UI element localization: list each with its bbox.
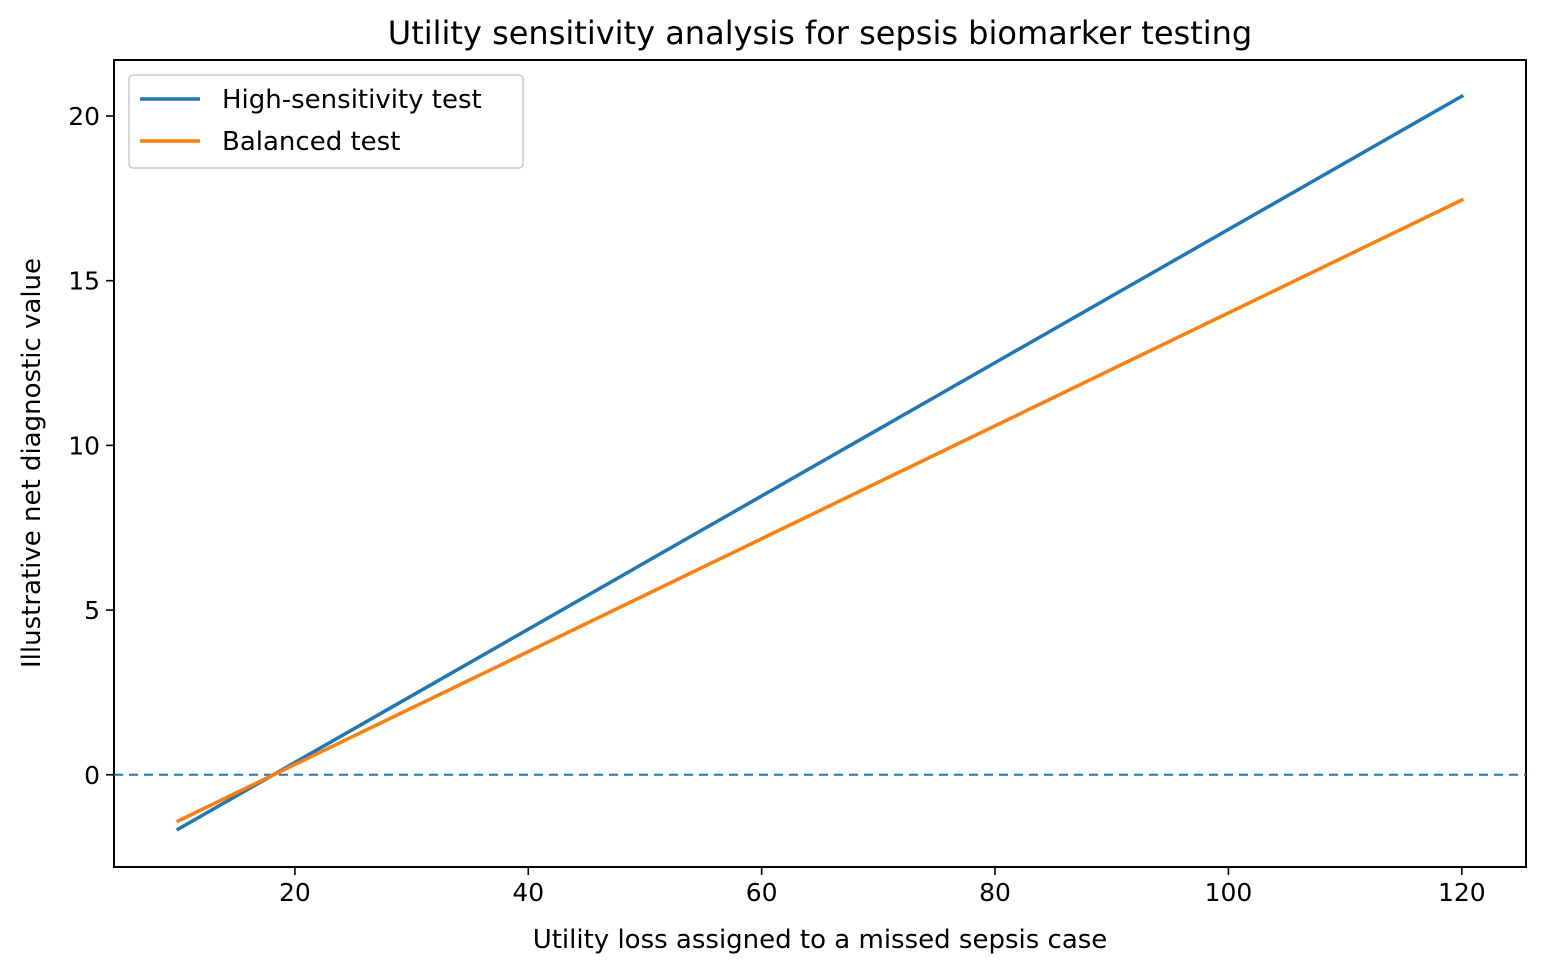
x-axis-label: Utility loss assigned to a missed sepsis… <box>533 925 1108 955</box>
legend-items: High-sensitivity test Balanced test <box>140 85 482 157</box>
legend-box <box>128 74 524 169</box>
legend: High-sensitivity test Balanced test <box>128 74 524 169</box>
series-layer <box>175 93 1465 832</box>
x-tick-label: 120 <box>1438 878 1486 907</box>
y-tick-label: 20 <box>68 102 100 131</box>
x-tick-label: 60 <box>746 878 778 907</box>
x-tick-label: 100 <box>1205 878 1253 907</box>
series-line-balanced <box>175 197 1465 824</box>
x-tick-label: 80 <box>979 878 1011 907</box>
chart-title: Utility sensitivity analysis for sepsis … <box>388 14 1252 52</box>
y-tick-label: 5 <box>84 596 100 625</box>
series-line-high-sensitivity <box>175 93 1465 832</box>
y-tick-label: 15 <box>68 267 100 296</box>
y-tick-label: 0 <box>84 761 100 790</box>
legend-label: High-sensitivity test <box>222 85 482 115</box>
x-tick-label: 20 <box>279 878 311 907</box>
y-tick-label: 10 <box>68 431 100 460</box>
legend-label: Balanced test <box>222 127 400 157</box>
y-axis-label: Illustrative net diagnostic value <box>17 258 47 668</box>
x-tick-label: 40 <box>512 878 544 907</box>
x-axis-ticks: 20 40 60 80 100 120 <box>279 867 1486 907</box>
y-axis-ticks: 0 5 10 15 20 <box>68 102 114 790</box>
